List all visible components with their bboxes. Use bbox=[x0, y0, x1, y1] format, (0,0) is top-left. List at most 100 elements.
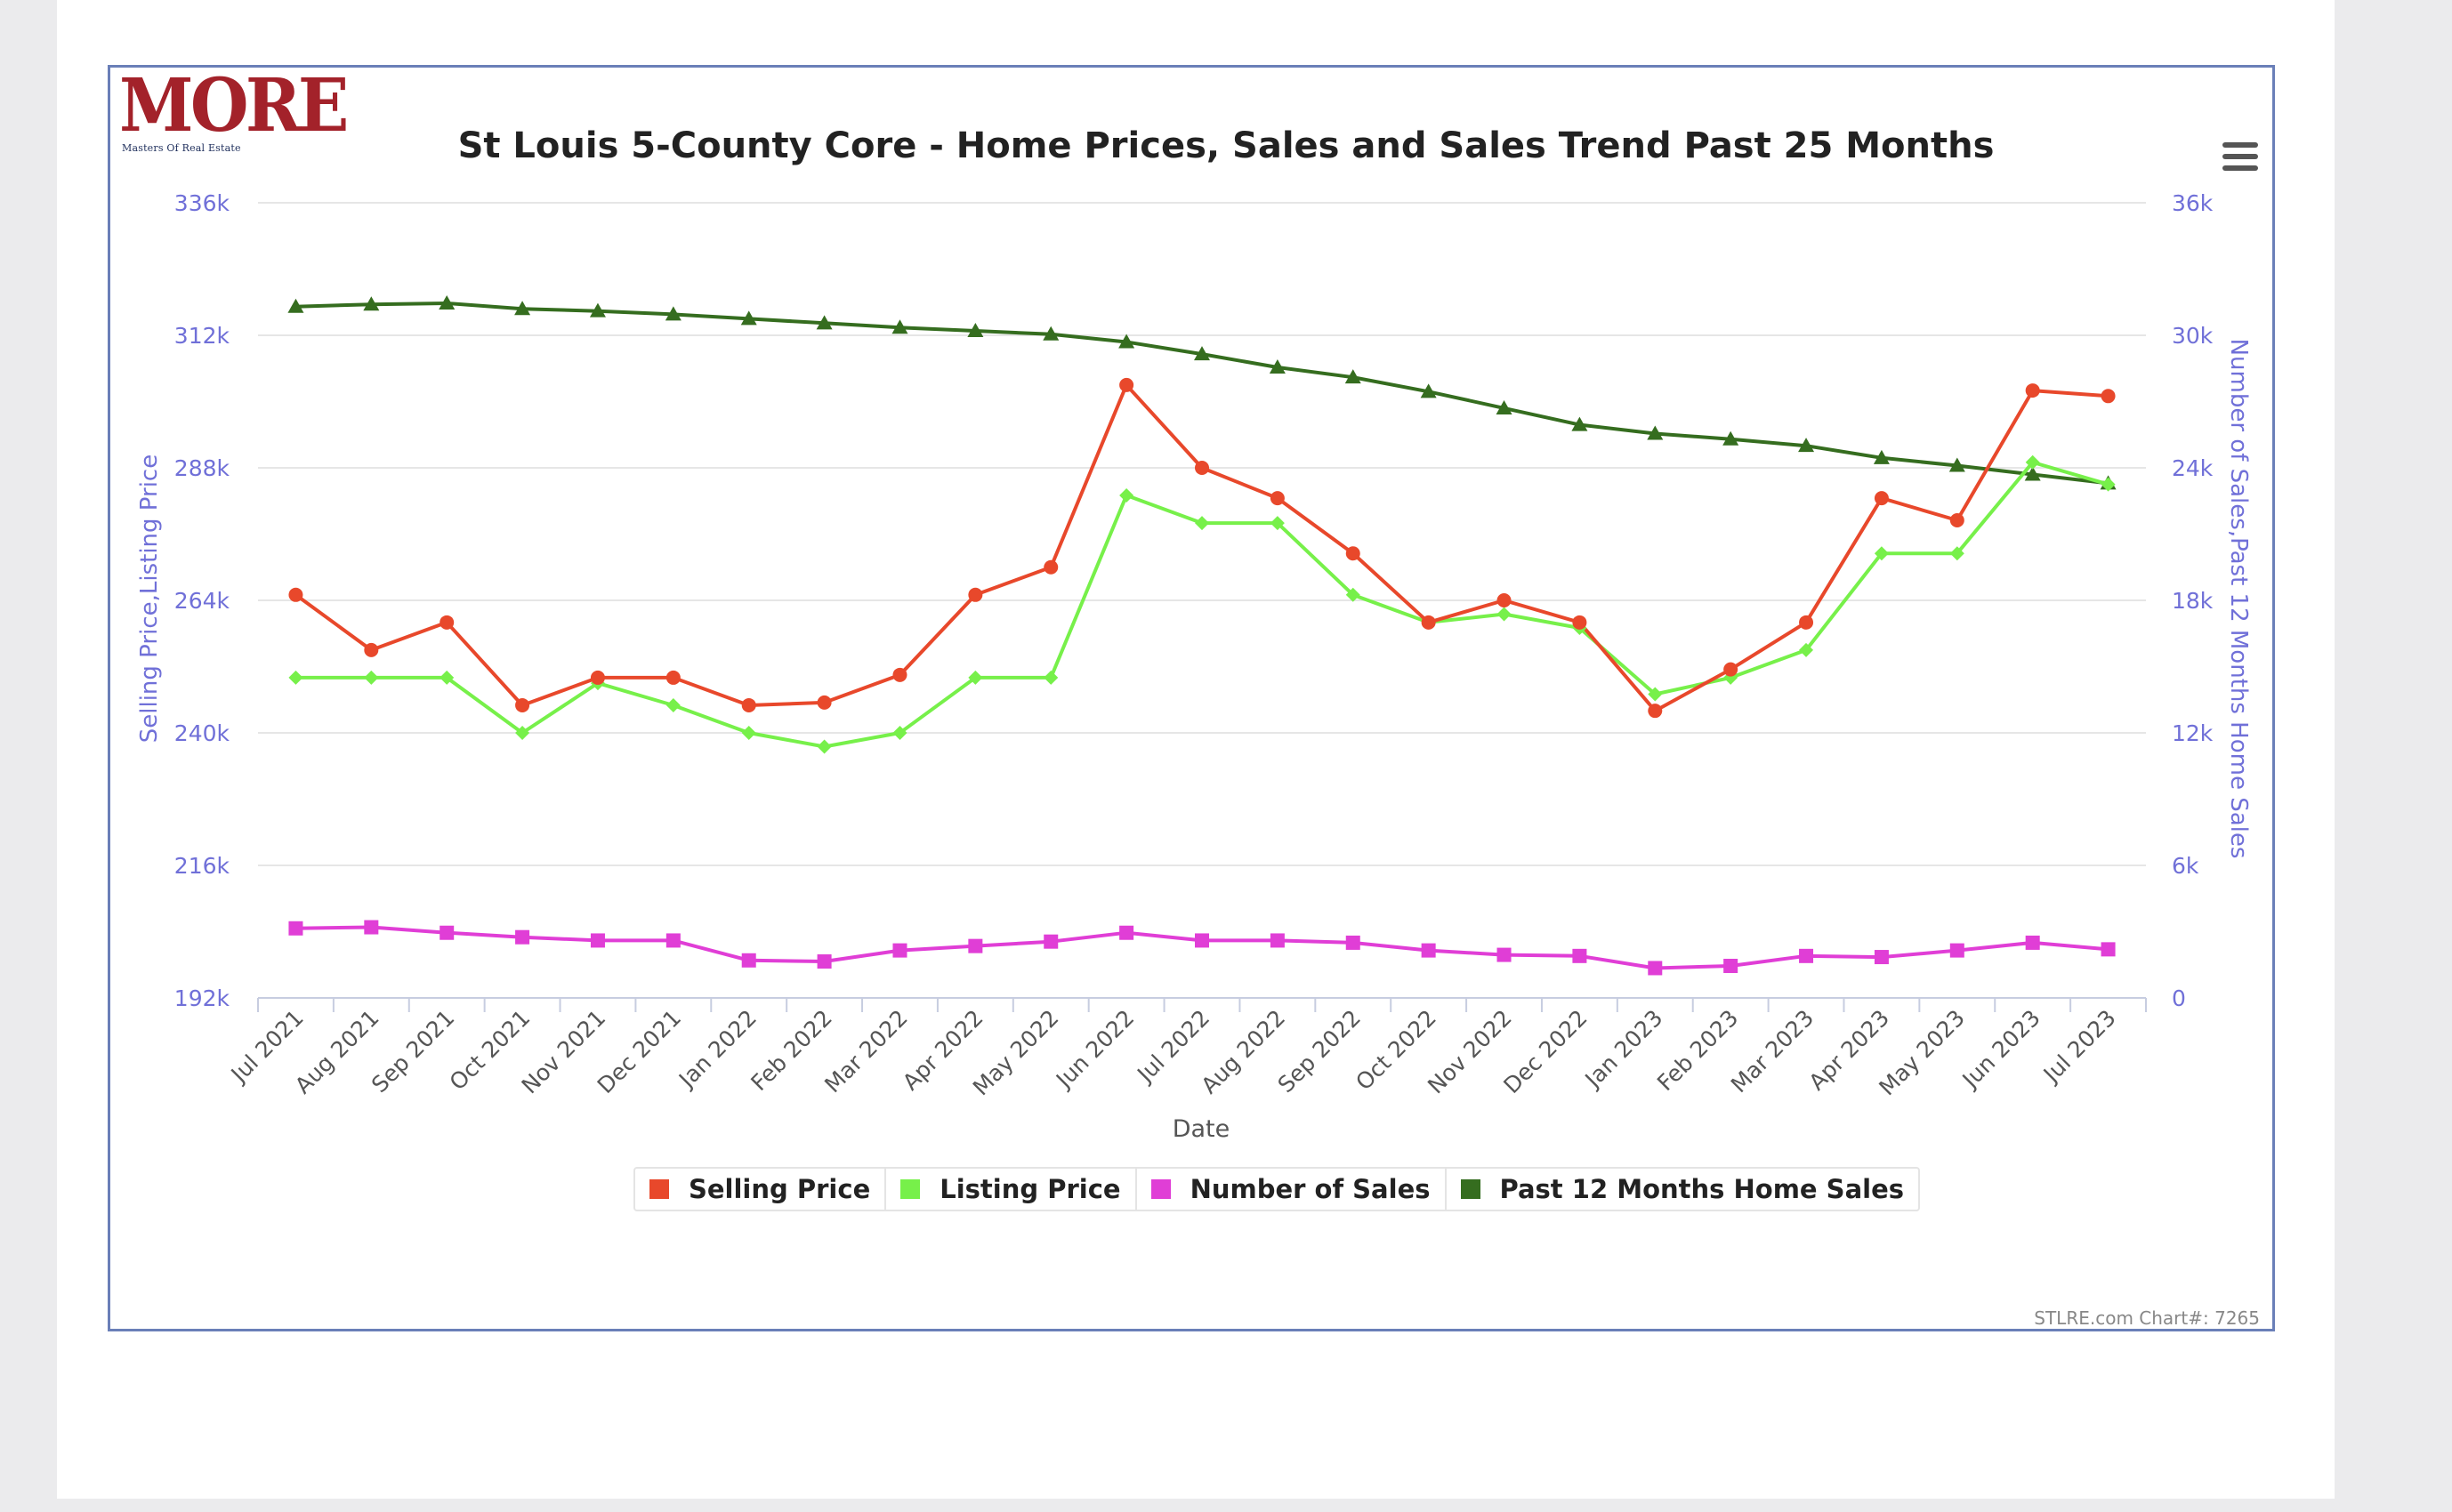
data-point-triangle bbox=[2024, 466, 2041, 481]
data-point-diamond bbox=[1648, 687, 1663, 702]
data-point-square bbox=[1799, 948, 1814, 963]
data-point-triangle bbox=[1496, 399, 1512, 414]
data-point-square bbox=[1572, 948, 1587, 963]
legend-item-listing-price[interactable]: Listing Price bbox=[886, 1169, 1137, 1210]
hamburger-menu-icon[interactable] bbox=[2222, 142, 2258, 171]
data-point-diamond bbox=[2025, 454, 2040, 470]
data-point-circle bbox=[1874, 491, 1889, 506]
data-point-triangle bbox=[1194, 346, 1210, 361]
data-point-triangle bbox=[1798, 438, 1815, 453]
x-tick-label: Jun 2023 bbox=[1956, 1005, 2045, 1094]
logo-wordmark: MORE bbox=[119, 63, 349, 149]
legend-item-number-of-sales[interactable]: Number of Sales bbox=[1137, 1169, 1447, 1210]
menu-bar bbox=[2222, 154, 2258, 159]
x-tick-label: Jun 2022 bbox=[1050, 1005, 1139, 1094]
y-axis-right-title: Number of Sales,Past 12 Months Home Sale… bbox=[2225, 339, 2252, 859]
data-point-square bbox=[364, 920, 379, 935]
data-point-circle bbox=[1648, 704, 1663, 719]
legend-item-selling-price[interactable]: Selling Price bbox=[635, 1169, 887, 1210]
data-point-circle bbox=[665, 670, 681, 685]
y-left-tick-label: 264k bbox=[174, 588, 230, 614]
data-point-diamond bbox=[892, 726, 907, 740]
logo-subtitle: Masters Of Real Estate bbox=[122, 142, 241, 154]
data-point-triangle bbox=[891, 319, 908, 334]
series-lines bbox=[294, 302, 2109, 970]
data-point-triangle bbox=[1118, 334, 1135, 349]
legend-item-past-12-months-home-sales[interactable]: Past 12 Months Home Sales bbox=[1447, 1169, 1919, 1210]
grid-lines bbox=[258, 202, 2146, 866]
data-point-diamond bbox=[364, 670, 379, 685]
data-point-diamond bbox=[817, 739, 832, 754]
data-point-square bbox=[1496, 947, 1512, 962]
data-point-triangle bbox=[1043, 326, 1060, 341]
y-left-tick-label: 192k bbox=[174, 985, 230, 1011]
data-point-circle bbox=[590, 670, 605, 685]
data-point-circle bbox=[1421, 615, 1436, 630]
series-line-selling-price bbox=[294, 382, 2109, 713]
legend-swatch bbox=[1150, 1179, 1171, 1199]
data-point-diamond bbox=[288, 670, 303, 685]
data-point-diamond bbox=[1949, 546, 1964, 561]
data-point-circle bbox=[968, 587, 983, 602]
x-tick-label: Mar 2022 bbox=[819, 1005, 912, 1098]
data-point-square bbox=[1648, 961, 1663, 976]
series-markers bbox=[287, 294, 2117, 976]
data-point-diamond bbox=[1270, 516, 1285, 531]
y-left-tick-label: 288k bbox=[174, 455, 230, 481]
chart-legend: Selling Price Listing Price Number of Sale… bbox=[633, 1167, 1921, 1211]
data-point-circle bbox=[741, 697, 756, 712]
x-tick-label: Mar 2023 bbox=[1726, 1005, 1819, 1098]
data-point-square bbox=[1044, 934, 1059, 949]
data-point-triangle bbox=[439, 294, 456, 310]
data-point-square bbox=[1723, 958, 1738, 973]
data-point-square bbox=[590, 933, 605, 948]
data-point-triangle bbox=[967, 323, 984, 338]
data-point-square bbox=[1421, 943, 1436, 958]
data-point-square bbox=[1119, 925, 1134, 940]
data-point-square bbox=[1874, 950, 1889, 965]
data-point-diamond bbox=[1119, 488, 1134, 503]
x-tick-label: Jul 2023 bbox=[2037, 1005, 2121, 1089]
data-point-circle bbox=[2101, 389, 2116, 404]
data-point-square bbox=[2025, 935, 2040, 950]
data-point-circle bbox=[1270, 491, 1285, 506]
y-right-tick-label: 30k bbox=[2172, 323, 2214, 349]
y-axis-left-title: Selling Price,Listing Price bbox=[136, 454, 163, 743]
data-point-circle bbox=[1799, 615, 1814, 630]
x-tick-label: Dec 2022 bbox=[1498, 1005, 1592, 1098]
data-point-triangle bbox=[1269, 359, 1286, 374]
data-point-square bbox=[892, 943, 907, 958]
legend-swatch bbox=[649, 1179, 669, 1199]
data-point-circle bbox=[892, 667, 907, 682]
data-point-circle bbox=[440, 615, 455, 630]
data-point-diamond bbox=[1496, 607, 1512, 622]
chart-credits: STLRE.com Chart#: 7265 bbox=[2034, 1307, 2260, 1329]
data-point-square bbox=[2101, 942, 2116, 957]
y-left-tick-label: 216k bbox=[174, 853, 230, 879]
data-point-diamond bbox=[2101, 477, 2116, 492]
legend-swatch bbox=[900, 1179, 921, 1199]
data-point-square bbox=[440, 925, 455, 940]
data-point-square bbox=[817, 954, 832, 969]
data-point-triangle bbox=[1647, 425, 1664, 440]
data-point-diamond bbox=[968, 670, 983, 685]
data-point-triangle bbox=[740, 310, 757, 326]
axes: 192k 0 216k 6k 240k 12k 264k 18k 288k 24k 312k 30k 3… bbox=[174, 190, 2214, 1100]
series-line-listing-price bbox=[295, 460, 2109, 749]
y-left-tick-label: 336k bbox=[174, 190, 230, 216]
data-point-triangle bbox=[665, 306, 682, 321]
y-left-tick-label: 240k bbox=[174, 720, 230, 746]
legend-label: Listing Price bbox=[940, 1174, 1121, 1204]
x-tick-label: Dec 2021 bbox=[593, 1005, 686, 1098]
y-right-tick-label: 6k bbox=[2172, 853, 2199, 879]
data-point-circle bbox=[364, 642, 379, 657]
y-left-tick-label: 312k bbox=[174, 323, 230, 349]
more-logo: MORE Masters Of Real Estate bbox=[119, 69, 349, 157]
data-point-square bbox=[1270, 933, 1285, 948]
data-point-diamond bbox=[1044, 670, 1059, 685]
data-point-diamond bbox=[741, 726, 756, 740]
data-point-square bbox=[515, 929, 530, 945]
y-right-tick-label: 18k bbox=[2172, 588, 2214, 614]
data-point-circle bbox=[1723, 662, 1738, 677]
chart-frame bbox=[108, 65, 2275, 1331]
